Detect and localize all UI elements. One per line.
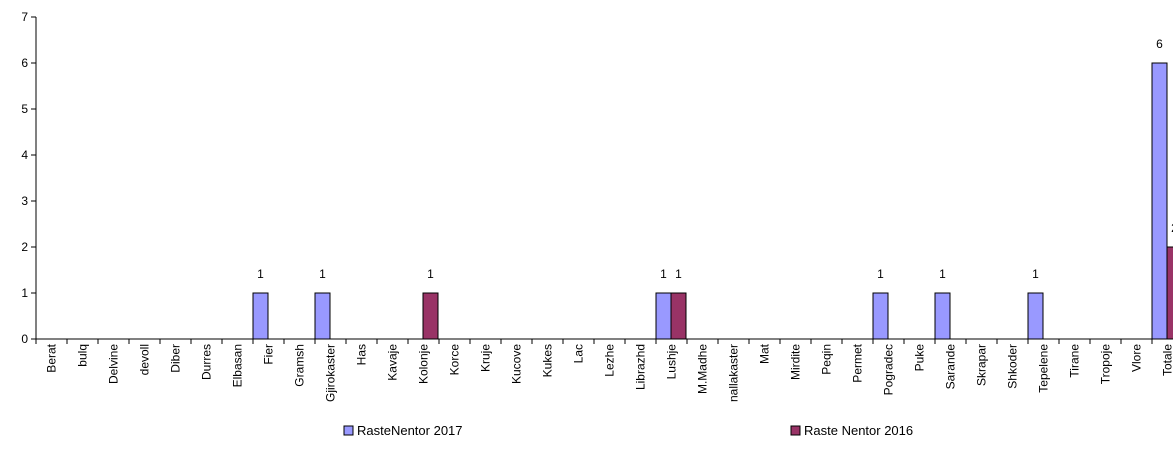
data-label: 6 (1156, 37, 1163, 51)
bar-1-Sarande (934, 292, 951, 340)
data-label: 1 (660, 267, 667, 281)
x-tick-label: Tirane (1068, 344, 1082, 378)
bar-1-Totale (1151, 62, 1168, 340)
x-tick-label: Elbasan (231, 344, 245, 387)
x-tick-label: Tepelene (1037, 344, 1051, 393)
x-tick-label: Kucove (510, 344, 524, 384)
data-label: 2 (1171, 221, 1173, 235)
x-tick-label: Mat (758, 343, 772, 364)
x-tick-label: Pogradec (882, 344, 896, 395)
legend: RasteNentor 2017 Raste Nentor 2016 (343, 423, 913, 438)
x-tick-label: Kavaje (386, 344, 400, 381)
x-tick-label: Lac (572, 344, 586, 363)
bar-2-Lushje (670, 292, 687, 340)
bar-1-Fier (252, 292, 269, 340)
data-label: 1 (877, 267, 884, 281)
x-tick-label: Peqin (820, 344, 834, 375)
x-tick-label: Has (355, 344, 369, 365)
x-tick-label: Tropoje (1099, 344, 1113, 385)
y-tick-label: 4 (21, 148, 28, 162)
x-tick-label: Kukes (541, 344, 555, 377)
data-label: 1 (319, 267, 326, 281)
x-tick-label: Berat (45, 343, 59, 372)
legend-swatch-series-2 (790, 425, 801, 436)
x-tick-label: Korce (448, 344, 462, 376)
legend-label-series-1: RasteNentor 2017 (357, 423, 463, 438)
plot-area: 0 1 2 3 4 5 6 7 Berat bulq Delvine devoll Diber Durre… (21, 10, 1173, 402)
x-tick-label: Delvine (107, 344, 121, 384)
legend-item-series-2: Raste Nentor 2016 (790, 423, 913, 438)
x-tick-label: Gramsh (293, 344, 307, 387)
y-tick-label: 5 (21, 102, 28, 116)
x-tick-label: Kruje (479, 344, 493, 372)
x-tick-label: Lushje (665, 344, 679, 380)
x-tick-label: Lezhe (603, 344, 617, 377)
x-tick-label: Durres (200, 344, 214, 380)
bar-1-Tepelene (1027, 292, 1044, 340)
y-tick-label: 6 (21, 56, 28, 70)
data-label: 1 (675, 267, 682, 281)
x-tick-label: Vlore (1130, 344, 1144, 372)
x-tick-label: nallakaster (727, 344, 741, 402)
legend-label-series-2: Raste Nentor 2016 (804, 423, 913, 438)
x-tick-label: M.Madhe (696, 344, 710, 394)
bar-1-Pogradec (872, 292, 889, 340)
data-label: 1 (1032, 267, 1039, 281)
data-label: 1 (427, 267, 434, 281)
x-tick-label: Gjirokaster (324, 344, 338, 402)
legend-item-series-1: RasteNentor 2017 (343, 423, 463, 438)
x-tick-label: Diber (169, 344, 183, 373)
x-tick-label: Mirdite (789, 344, 803, 380)
bar-2-Totale (1166, 246, 1173, 340)
data-label: 1 (257, 267, 264, 281)
bar-1-Lushje (655, 292, 672, 340)
x-tick-label: Kolonje (417, 344, 431, 384)
bar-1-Gjirokaster (314, 292, 331, 340)
y-tick-label: 3 (21, 194, 28, 208)
x-tick-label: Skrapar (975, 344, 989, 386)
x-tick-label: Librazhd (634, 344, 648, 390)
y-tick-label: 1 (21, 286, 28, 300)
x-tick-label: Fier (262, 344, 276, 365)
y-tick-label: 2 (21, 240, 28, 254)
x-tick-label: Sarande (944, 344, 958, 390)
y-tick-label: 7 (21, 10, 28, 24)
x-tick-label: Puke (913, 344, 927, 372)
legend-swatch-series-1 (343, 425, 354, 436)
bar-2-Kolonje (422, 292, 439, 340)
x-tick-label: Permet (851, 343, 865, 382)
x-tick-label: Totale (1161, 344, 1173, 376)
x-tick-label: bulq (76, 344, 90, 367)
y-tick-label: 0 (21, 332, 28, 346)
x-tick-label: devoll (138, 344, 152, 375)
x-tick-label: Shkoder (1006, 344, 1020, 389)
data-label: 1 (939, 267, 946, 281)
